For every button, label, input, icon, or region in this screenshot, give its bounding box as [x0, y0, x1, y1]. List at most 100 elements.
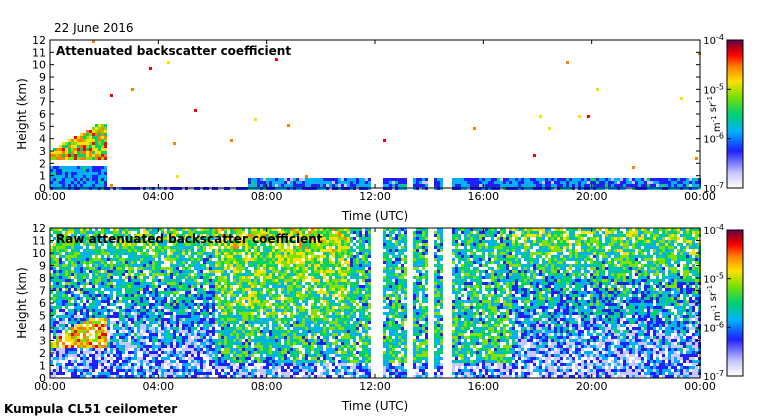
heatmap-cell [263, 342, 266, 345]
heatmap-cell [53, 318, 56, 321]
heatmap-cell [131, 354, 134, 357]
heatmap-cell [83, 282, 86, 285]
heatmap-cell [233, 240, 236, 243]
heatmap-cell [83, 270, 86, 273]
heatmap-cell [209, 234, 212, 237]
heatmap-cell [77, 354, 80, 357]
heatmap-cell [119, 363, 122, 366]
heatmap-cell [323, 318, 326, 321]
heatmap-cell [275, 303, 278, 306]
heatmap-cell [212, 291, 215, 294]
heatmap-cell [104, 276, 107, 279]
heatmap-cell [107, 354, 110, 357]
heatmap-cell [119, 336, 122, 339]
heatmap-cell [113, 273, 116, 276]
heatmap-cell [107, 273, 110, 276]
heatmap-cell [305, 243, 308, 246]
heatmap-cell [164, 231, 167, 234]
heatmap-cell [65, 312, 68, 315]
heatmap-cell [200, 252, 203, 255]
heatmap-cell [131, 318, 134, 321]
heatmap-cell [686, 184, 689, 187]
heatmap-cell [179, 249, 182, 252]
heatmap-cell [290, 315, 293, 318]
heatmap-cell [59, 348, 62, 351]
heatmap-cell [185, 261, 188, 264]
heatmap-cell [293, 315, 296, 318]
heatmap-cell [167, 240, 170, 243]
heatmap-cell [317, 279, 320, 282]
heatmap-cell [287, 282, 290, 285]
heatmap-cell [119, 273, 122, 276]
heatmap-cell [257, 240, 260, 243]
heatmap-cell [56, 351, 59, 354]
heatmap-cell [182, 309, 185, 312]
heatmap-cell [188, 369, 191, 372]
heatmap-cell [488, 181, 491, 184]
heatmap-cell [296, 178, 299, 181]
heatmap-cell [176, 270, 179, 273]
heatmap-cell [74, 285, 77, 288]
heatmap-cell [200, 336, 203, 339]
heatmap-cell [248, 357, 251, 360]
heatmap-cell [152, 237, 155, 240]
heatmap-cell [596, 184, 599, 187]
heatmap-cell [92, 321, 95, 324]
heatmap-cell [386, 178, 389, 181]
heatmap-cell [68, 339, 71, 342]
heatmap-cell [128, 318, 131, 321]
heatmap-cell [89, 375, 92, 378]
heatmap-cell [266, 255, 269, 258]
heatmap-cell [323, 372, 326, 375]
heatmap-cell [209, 255, 212, 258]
heatmap-cell [101, 360, 104, 363]
heatmap-cell [131, 306, 134, 309]
heatmap-cell [242, 267, 245, 270]
heatmap-cell [233, 264, 236, 267]
heatmap-cell [185, 339, 188, 342]
heatmap-cell [80, 330, 83, 333]
heatmap-cell [299, 333, 302, 336]
heatmap-cell [101, 372, 104, 375]
heatmap-cell [107, 297, 110, 300]
heatmap-cell [56, 178, 59, 181]
heatmap-cell [125, 261, 128, 264]
heatmap-cell [74, 169, 77, 172]
heatmap-cell [509, 184, 512, 187]
heatmap-cell [224, 261, 227, 264]
heatmap-cell [89, 175, 92, 178]
heatmap-cell [104, 369, 107, 372]
heatmap-cell [71, 139, 74, 142]
heatmap-cell [80, 139, 83, 142]
heatmap-cell [218, 246, 221, 249]
heatmap-cell [143, 330, 146, 333]
heatmap-cell [101, 279, 104, 282]
heatmap-cell [128, 267, 131, 270]
heatmap-cell [209, 237, 212, 240]
heatmap-cell [188, 228, 191, 231]
heatmap-cell [116, 363, 119, 366]
heatmap-cell [557, 178, 560, 181]
heatmap-cell [284, 372, 287, 375]
heatmap-cell [206, 339, 209, 342]
heatmap-cell [257, 184, 260, 187]
heatmap-cell [119, 300, 122, 303]
heatmap-cell [248, 312, 251, 315]
heatmap-cell [74, 282, 77, 285]
heatmap-cell [149, 240, 152, 243]
heatmap-cell [242, 345, 245, 348]
heatmap-cell [662, 178, 665, 181]
heatmap-cell [140, 285, 143, 288]
heatmap-cell [272, 231, 275, 234]
heatmap-cell [287, 246, 290, 249]
heatmap-cell [587, 115, 590, 118]
heatmap-cell [185, 309, 188, 312]
heatmap-cell [62, 321, 65, 324]
heatmap-cell [80, 181, 83, 184]
heatmap-cell [53, 321, 56, 324]
heatmap-cell [122, 342, 125, 345]
heatmap-cell [56, 342, 59, 345]
heatmap-cell [191, 237, 194, 240]
heatmap-cell [62, 255, 65, 258]
heatmap-cell [206, 369, 209, 372]
